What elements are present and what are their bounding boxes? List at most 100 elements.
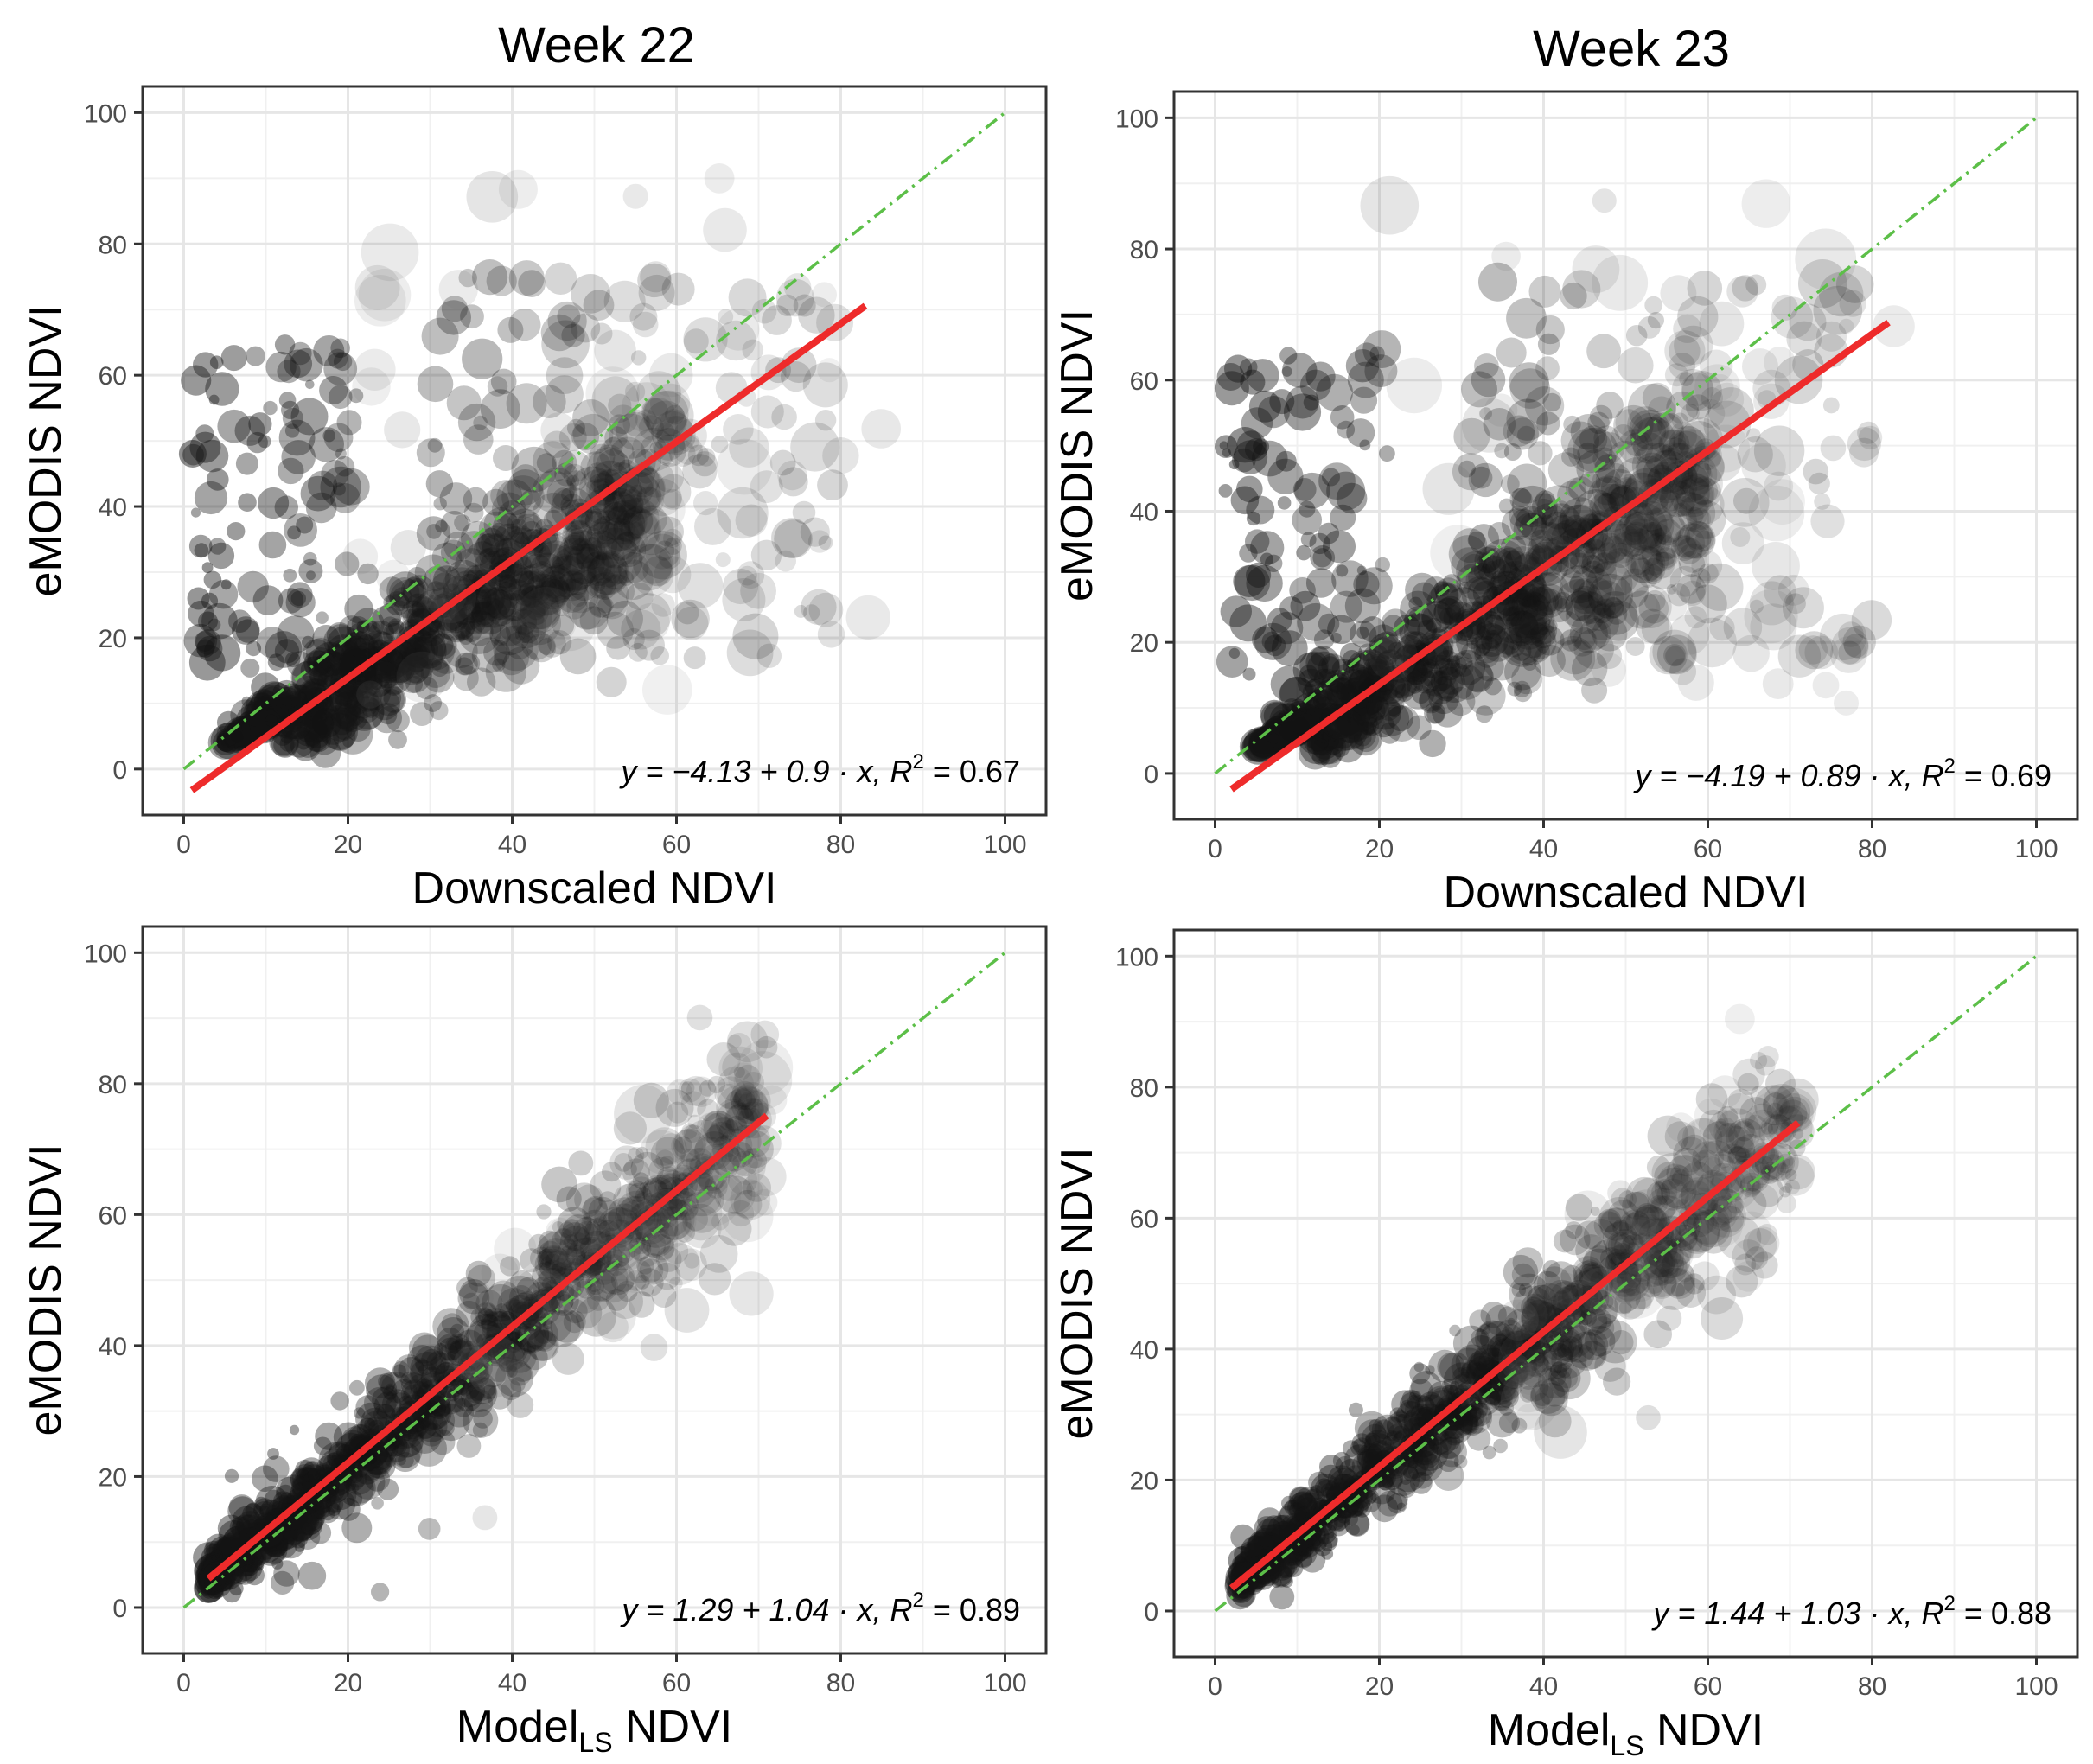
data-point-outlier	[642, 487, 686, 532]
data-point	[1530, 522, 1569, 561]
data-point	[324, 1477, 357, 1511]
data-point	[1274, 728, 1289, 742]
data-point	[291, 660, 327, 696]
data-point	[1672, 1148, 1701, 1177]
data-point	[537, 1248, 560, 1271]
data-point	[1215, 435, 1238, 458]
data-point	[599, 506, 634, 541]
data-point	[428, 618, 443, 633]
data-point	[199, 1576, 218, 1595]
data-point	[1516, 636, 1547, 666]
data-point	[1268, 726, 1289, 747]
data-point	[1501, 1324, 1522, 1345]
data-point	[373, 1403, 396, 1426]
data-point	[1673, 503, 1688, 517]
data-point	[1321, 726, 1337, 742]
data-point	[234, 1553, 263, 1582]
data-point	[392, 587, 412, 607]
data-point	[1511, 640, 1532, 661]
data-point	[230, 699, 262, 731]
data-point	[1397, 1479, 1416, 1498]
data-point	[1301, 1514, 1327, 1539]
data-point	[1330, 677, 1354, 700]
data-point	[1292, 717, 1310, 735]
data-point	[1504, 1309, 1539, 1343]
data-point	[258, 713, 277, 732]
data-point	[395, 1400, 430, 1435]
data-point	[1518, 1354, 1553, 1388]
data-point	[1637, 524, 1667, 554]
data-point	[646, 1234, 675, 1263]
data-point	[1587, 1313, 1622, 1347]
data-point	[683, 317, 728, 362]
data-point	[597, 597, 614, 614]
data-point	[1462, 1415, 1484, 1436]
data-point	[1714, 1122, 1746, 1154]
data-point	[1473, 563, 1491, 580]
data-point	[290, 1468, 313, 1492]
data-point	[590, 550, 628, 588]
data-point	[1365, 1432, 1381, 1448]
data-point	[277, 360, 301, 384]
data-point	[1427, 1381, 1456, 1409]
y-tick-label: 40	[1130, 1336, 1158, 1365]
data-point	[611, 489, 651, 529]
data-point	[622, 409, 650, 437]
data-point	[238, 710, 264, 736]
data-point	[1439, 1437, 1461, 1460]
data-point	[1522, 656, 1537, 672]
data-point	[1686, 394, 1711, 420]
data-point	[1509, 362, 1549, 403]
data-point	[542, 577, 556, 592]
data-point	[1595, 532, 1624, 561]
data-point	[629, 1182, 648, 1203]
data-point	[1312, 548, 1332, 568]
data-point	[571, 313, 601, 343]
data-point	[325, 714, 337, 726]
data-point	[1579, 1259, 1601, 1282]
data-point	[1289, 577, 1316, 604]
data-point	[645, 1127, 684, 1166]
data-point-outlier	[1707, 374, 1734, 402]
data-point	[1658, 1206, 1701, 1248]
data-point	[1394, 683, 1414, 702]
data-point	[628, 1259, 652, 1283]
data-point	[1513, 513, 1548, 547]
data-point	[1287, 702, 1320, 735]
data-point	[1444, 1424, 1464, 1446]
data-point	[1397, 1448, 1429, 1479]
data-point	[456, 1352, 489, 1385]
data-point	[1433, 670, 1448, 685]
data-point	[427, 595, 443, 611]
data-point	[241, 696, 252, 707]
data-point	[392, 1364, 406, 1378]
data-point	[469, 1377, 497, 1405]
data-point	[1261, 1515, 1287, 1541]
data-point	[771, 404, 797, 430]
data-point	[361, 1407, 390, 1437]
panel-border	[141, 85, 1048, 817]
data-point	[1420, 661, 1438, 678]
data-point-outlier	[617, 1245, 643, 1270]
data-point	[323, 707, 358, 742]
data-point	[1362, 644, 1389, 671]
data-point	[1497, 1306, 1518, 1326]
data-point-outlier	[629, 513, 654, 538]
data-point	[1567, 1331, 1607, 1371]
data-point	[514, 570, 552, 608]
point-cloud	[178, 163, 901, 768]
data-point	[740, 1098, 764, 1122]
data-point	[673, 1221, 696, 1243]
data-point	[1344, 1444, 1375, 1474]
data-point	[1669, 1165, 1690, 1185]
data-point	[188, 600, 214, 627]
data-point	[1251, 729, 1279, 757]
data-point	[1267, 608, 1292, 633]
data-point	[1547, 546, 1578, 576]
x-tick-label: 100	[2014, 1672, 2058, 1701]
data-point	[593, 577, 616, 601]
data-point	[731, 1086, 769, 1124]
data-point	[1529, 571, 1570, 612]
data-point	[1415, 1453, 1443, 1481]
data-point	[1290, 1491, 1317, 1518]
